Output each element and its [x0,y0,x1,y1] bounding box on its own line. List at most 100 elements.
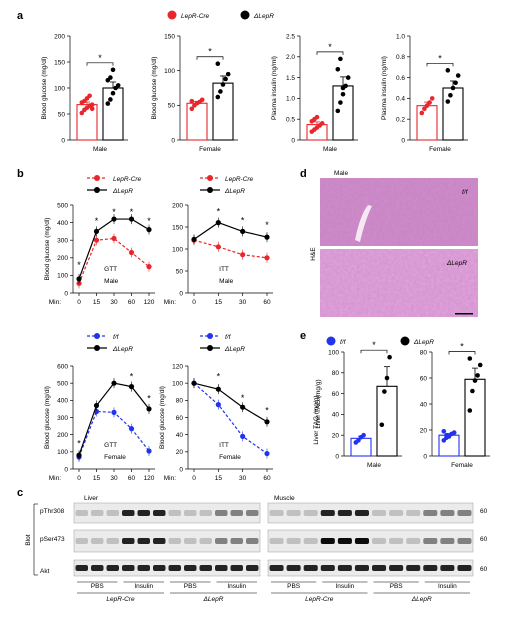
blot-band [406,510,421,516]
b4-series-line [193,382,268,423]
blot-band [389,565,404,571]
a3-ytick-label: 1.5 [286,75,295,82]
b3-sex-label: Female [104,454,126,461]
a1-point [110,90,116,96]
b1-sig-star: * [130,207,134,217]
blot-band [406,565,421,571]
blot-band [122,510,135,516]
blot-band [168,565,181,571]
b3-ytick-label: 500 [57,380,68,387]
b3-ytick-label: 200 [57,432,68,439]
a1-ytick-label: 150 [54,59,65,66]
a1-point [87,93,92,99]
b4-ytick-label: 100 [172,380,183,387]
b2-xtick-label: 0 [192,299,196,306]
b4-point [215,402,221,408]
blot-band [153,510,166,516]
b3-point [93,402,100,409]
b3-ytick-label: 300 [57,415,68,422]
blot-liver-label: Liver [84,495,99,502]
a1-point [115,83,121,88]
blot-band [75,510,88,516]
b4-xtick-label: 30 [239,475,247,482]
b4-ytick-label: 40 [176,432,184,439]
a2-point [199,97,205,103]
b4-sex-label: Female [219,454,241,461]
blot-band [153,565,166,571]
blot-row-pthr308: pThr308 [40,508,65,515]
b1-point [111,216,117,222]
blot-band [423,510,438,516]
b2-xtick-label: 30 [239,299,247,306]
blot-treatment-label: Insulin [134,583,153,590]
legend-b3-ff: f/f [113,334,120,341]
legend-b4: f/f ΔLepR [200,333,245,353]
b1-xtick-label: 60 [128,299,136,306]
a3-ytick-label: 0.5 [286,117,295,124]
a2-xlabel: Female [199,146,221,153]
a3-ytick-label: 0 [291,137,295,144]
b1-series-line [78,237,150,284]
blot-band [372,510,387,516]
a4-ytick-label: 0.2 [396,117,405,124]
blot-band [457,565,472,571]
panel-label-d: d [300,168,307,180]
e1-ytick-label: 80 [332,370,340,377]
blot-band [320,538,335,544]
a1-point [110,67,116,73]
blot-mw-2: 60 [480,536,488,543]
blot-genotype-label: ΔLepR [411,596,432,603]
b1-point [93,237,100,243]
b1-sig-star: * [77,260,81,270]
b1-sig-star: * [95,216,99,226]
a4-point [427,100,432,105]
e2-sig-star: * [460,342,464,352]
b4-sig-star: * [217,371,221,381]
a4-point [448,92,453,98]
b3-ylabel: Blood glucose (mg/dl) [44,386,51,449]
b4-xlabel: Min: [164,475,176,482]
chart-a-female-insulin: 0 0.2 0.4 0.6 0.8 1.0 Plasma insulin (ng/ml) * F… [381,33,468,153]
a1-ytick-label: 200 [54,33,65,40]
b1-sig-star: * [112,207,116,217]
b4-point [240,433,246,439]
a1-point [108,97,113,102]
b1-point [93,228,100,234]
e2-point [467,408,473,413]
e2-sig-bracket [448,351,476,355]
a3-point [338,100,343,105]
blot-band [246,565,259,571]
blot-band [230,565,243,571]
blot-band [440,510,455,516]
a4-point [453,80,458,86]
e2-point [451,430,457,435]
blot-band [303,565,318,571]
b3-xtick-label: 60 [128,475,136,482]
blot-band [286,538,301,544]
b1-point [146,264,152,270]
blot-band [215,565,228,571]
b4-ylabel: Blood glucose (mg/dl) [159,386,166,449]
b3-xtick-label: 15 [93,475,101,482]
a1-ytick-label: 100 [54,85,65,92]
b2-point [191,236,197,242]
b3-ytick-label: 400 [57,398,68,405]
b3-point [146,448,152,454]
b3-ytick-label: 600 [57,363,68,370]
b2-point [240,228,246,234]
blot-band [168,510,181,516]
legend-b4-ko: ΔLepR [224,346,245,353]
a3-ytick-label: 2.5 [286,33,295,40]
chart-b-male-itt: 0 50 100 150 200 0 15 30 60 Min: * * * ITT Male [164,202,273,306]
b1-xtick-label: 30 [110,299,118,306]
b1-point [111,235,117,242]
b2-point [215,244,221,250]
b3-point [128,426,135,432]
blot-band [215,538,228,544]
blot-band [153,538,166,544]
b3-xtick-label: 30 [110,475,118,482]
a2-point [218,89,223,94]
b1-ytick-label: 300 [57,238,68,245]
b1-sig-star: * [147,216,151,226]
b2-sex-label: Male [219,278,233,285]
